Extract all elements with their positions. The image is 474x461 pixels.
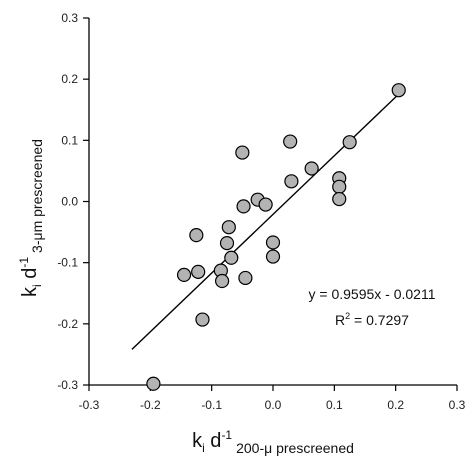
data-point <box>195 312 210 327</box>
x-axis-title: ki d-1200-μ prescreened <box>192 428 354 456</box>
data-point <box>332 179 347 194</box>
data-point <box>191 264 206 279</box>
data-point <box>221 220 236 235</box>
data-point <box>283 134 298 149</box>
data-point <box>219 235 235 251</box>
y-tick-label: -0.2 <box>57 317 78 331</box>
x-tick-label: 0.1 <box>326 398 343 412</box>
data-point <box>235 145 250 160</box>
data-point <box>391 83 406 98</box>
y-tick-label: -0.1 <box>57 256 78 270</box>
data-point <box>332 191 347 207</box>
x-tick-label: -0.2 <box>140 398 161 412</box>
x-tick-label: -0.1 <box>201 398 222 412</box>
data-point <box>176 267 192 282</box>
data-point <box>189 228 204 243</box>
x-tick-label: 0.2 <box>387 398 404 412</box>
data-point <box>146 376 161 391</box>
regression-equation: y = 0.9595x - 0.0211 <box>309 286 436 302</box>
data-point <box>304 161 319 176</box>
data-point <box>236 199 251 214</box>
data-point <box>342 135 357 150</box>
data-point <box>284 174 299 189</box>
x-ticks: -0.3 -0.2 -0.1 0.0 0.1 0.2 0.3 <box>79 385 466 412</box>
y-ticks: -0.3 -0.2 -0.1 0.0 0.1 0.2 0.3 <box>57 11 89 392</box>
data-point <box>224 250 239 265</box>
y-tick-label: 0.0 <box>61 195 78 209</box>
r-squared-label: R2 = 0.7297 <box>335 311 409 328</box>
data-point <box>238 270 253 286</box>
y-tick-label: 0.2 <box>61 72 78 86</box>
axes <box>88 18 457 386</box>
data-point <box>214 273 230 289</box>
y-tick-label: 0.3 <box>61 11 78 25</box>
x-tick-label: -0.3 <box>79 398 100 412</box>
data-point <box>265 235 281 250</box>
regression-line <box>131 93 400 350</box>
x-tick-label: 0.0 <box>265 398 282 412</box>
data-points <box>146 83 406 391</box>
data-point <box>265 249 281 264</box>
y-tick-label: -0.3 <box>57 378 78 392</box>
y-tick-label: 0.1 <box>61 133 78 147</box>
x-tick-label: 0.3 <box>449 398 466 412</box>
y-axis-title: ki d-13-μm prescreened <box>17 139 45 297</box>
data-point <box>258 197 273 212</box>
